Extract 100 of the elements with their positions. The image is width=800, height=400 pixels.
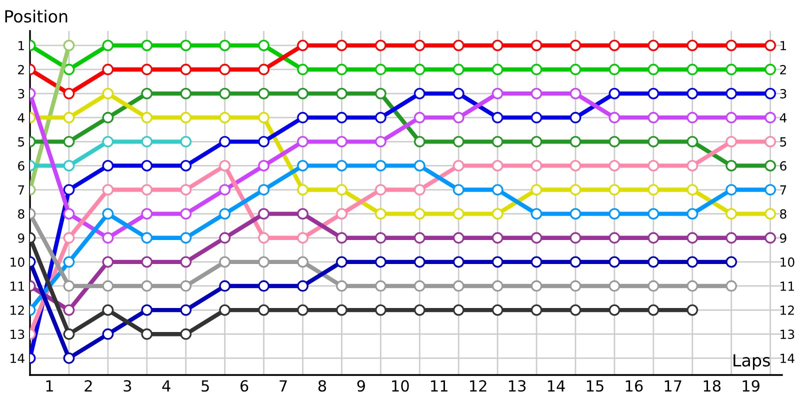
y2-tick-label: 13 [780, 330, 794, 340]
point [63, 304, 75, 316]
point [648, 232, 660, 244]
point [336, 88, 348, 100]
point [686, 208, 698, 220]
x-tick-label: 8 [318, 380, 326, 392]
point [180, 40, 192, 52]
point [492, 280, 504, 292]
point [180, 304, 192, 316]
point [102, 160, 114, 172]
point [414, 232, 426, 244]
y-tick-label: 3 [18, 89, 24, 98]
y-tick-label: 14 [10, 354, 24, 363]
point [63, 280, 75, 292]
point [452, 64, 464, 76]
point [219, 280, 231, 292]
point [686, 280, 698, 292]
point [102, 304, 114, 316]
y-tick-label: 10 [10, 257, 24, 267]
point [452, 232, 464, 244]
point [297, 232, 308, 244]
point [374, 280, 386, 292]
point [764, 64, 776, 76]
point [336, 304, 348, 316]
point [219, 40, 231, 52]
point [726, 280, 738, 292]
point [219, 304, 231, 316]
point [570, 64, 582, 76]
y2-tick-label: 3 [780, 89, 786, 98]
y-tick-label: 5 [18, 137, 24, 147]
y2-tick-label: 14 [780, 354, 794, 363]
point [297, 304, 308, 316]
point [686, 160, 698, 172]
point [102, 112, 114, 124]
point [180, 88, 192, 100]
point [726, 136, 738, 148]
point [414, 64, 426, 76]
x-tick-label: 14 [548, 380, 565, 392]
point [608, 64, 620, 76]
point [414, 160, 426, 172]
point [686, 256, 698, 268]
point [414, 256, 426, 268]
x-tick-label: 18 [704, 380, 721, 392]
point [63, 184, 75, 196]
point [452, 256, 464, 268]
point [608, 184, 620, 196]
point [141, 184, 153, 196]
point [336, 64, 348, 76]
y2-tick-label: 8 [780, 209, 786, 219]
point [608, 40, 620, 52]
point [414, 112, 426, 124]
point [414, 208, 426, 220]
point [336, 280, 348, 292]
x-tick-label: 12 [470, 380, 486, 392]
point [141, 328, 153, 340]
x-tick-label: 13 [509, 380, 526, 392]
point [258, 256, 270, 268]
point [141, 232, 153, 244]
point [141, 208, 153, 220]
point [258, 304, 270, 316]
point [492, 88, 504, 100]
point [297, 280, 308, 292]
point [374, 208, 386, 220]
point [297, 256, 308, 268]
point [336, 112, 348, 124]
y2-tick-label: 9 [780, 233, 786, 243]
x-tick-label: 9 [357, 380, 365, 392]
y-axis-title: Position [5, 10, 68, 23]
point [726, 232, 738, 244]
point [374, 40, 386, 52]
point [102, 88, 114, 100]
point [570, 304, 582, 316]
point [141, 64, 153, 76]
point [608, 232, 620, 244]
point [492, 64, 504, 76]
point [180, 232, 192, 244]
point [764, 112, 776, 124]
point [219, 208, 231, 220]
point [102, 136, 114, 148]
y-tick-label: 13 [10, 330, 24, 340]
point [764, 136, 776, 148]
y2-tick-label: 6 [780, 161, 786, 171]
point [258, 280, 270, 292]
point [648, 112, 660, 124]
point [648, 88, 660, 100]
point [764, 88, 776, 100]
y2-tick-label: 11 [780, 282, 794, 291]
point [414, 304, 426, 316]
point [180, 64, 192, 76]
point [530, 64, 542, 76]
point [258, 136, 270, 148]
x-tick-label: 5 [202, 380, 209, 392]
point [180, 112, 192, 124]
point [648, 40, 660, 52]
point [686, 40, 698, 52]
point [63, 328, 75, 340]
point [414, 40, 426, 52]
point [63, 88, 75, 100]
point [570, 208, 582, 220]
point [374, 136, 386, 148]
